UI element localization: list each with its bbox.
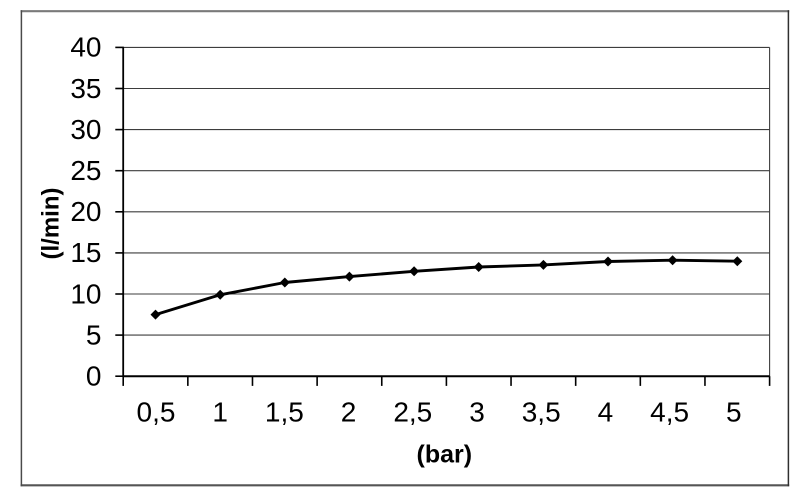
svg-text:0,5: 0,5 <box>137 397 176 428</box>
svg-text:2: 2 <box>341 397 357 428</box>
svg-text:4: 4 <box>598 397 614 428</box>
svg-text:5: 5 <box>726 397 742 428</box>
svg-text:3,5: 3,5 <box>522 397 561 428</box>
svg-text:3: 3 <box>469 397 485 428</box>
svg-text:0: 0 <box>86 361 102 392</box>
svg-text:2,5: 2,5 <box>393 397 432 428</box>
svg-text:1: 1 <box>212 397 228 428</box>
svg-text:5: 5 <box>86 319 102 350</box>
svg-text:10: 10 <box>70 278 101 309</box>
svg-text:(l/min): (l/min) <box>38 188 65 260</box>
svg-text:25: 25 <box>70 155 101 186</box>
svg-text:4,5: 4,5 <box>650 397 689 428</box>
svg-text:35: 35 <box>70 73 101 104</box>
svg-text:1,5: 1,5 <box>265 397 304 428</box>
svg-text:30: 30 <box>70 114 101 145</box>
svg-text:(bar): (bar) <box>417 441 473 469</box>
svg-text:15: 15 <box>70 237 101 268</box>
svg-text:40: 40 <box>70 32 101 63</box>
svg-text:20: 20 <box>70 196 101 227</box>
